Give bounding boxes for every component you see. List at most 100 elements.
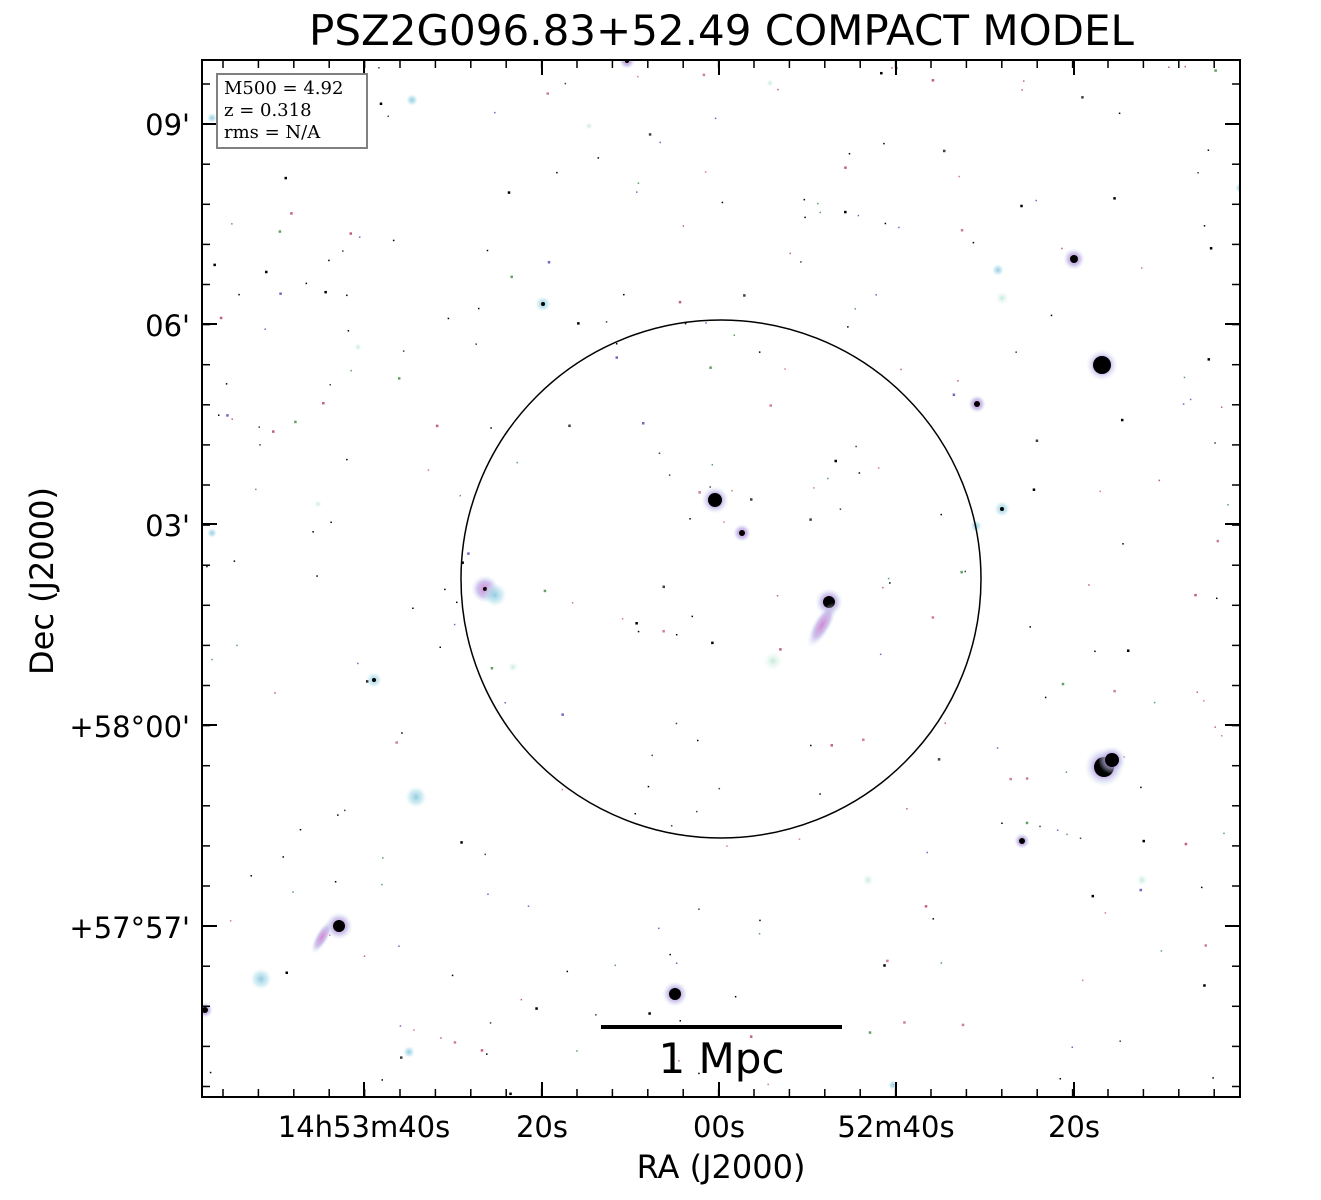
noise-speckle [958,175,960,178]
noise-speckle [1215,597,1218,600]
noise-speckle [399,1025,402,1027]
noise-speckle [265,270,268,274]
noise-speckle [1223,832,1225,835]
noise-speckle [695,810,698,813]
noise-speckle [510,275,513,279]
noise-speckle [398,945,400,947]
noise-speckle [903,1021,906,1024]
noise-speckle [259,444,261,446]
source-halo [354,343,362,351]
noise-speckle [623,293,625,296]
noise-speckle [635,191,638,193]
noise-speckle [229,920,232,922]
noise-speckle [543,589,547,593]
noise-speckle [1061,247,1063,250]
noise-speckle [1204,944,1208,947]
noise-speckle [749,1035,753,1038]
noise-speckle [1059,1078,1062,1080]
noise-speckle [702,73,706,77]
noise-speckle [784,368,786,370]
noise-speckle [350,369,352,372]
noise-speckle [615,342,618,345]
noise-speckle [668,474,671,476]
noise-speckle [1050,314,1053,317]
noise-speckle [704,171,707,173]
noise-speckle [779,648,782,651]
noise-speckle [264,328,266,330]
noise-speckle [292,891,294,893]
noise-speckle [1035,199,1037,202]
noise-speckle [659,141,661,144]
noise-speckle [363,955,366,957]
noise-speckle [475,343,477,345]
noise-speckle [556,171,558,174]
noise-speckle [328,259,330,262]
radio-sources [203,61,1239,1090]
noise-speckle [1081,979,1084,982]
noise-speckle [312,531,314,533]
noise-speckle [776,594,779,597]
noise-speckle [1021,89,1023,91]
noise-speckle [1099,490,1101,493]
source-halo [406,94,418,106]
noise-speckle [1158,479,1161,482]
noise-speckle [682,225,685,227]
noise-speckle [401,732,403,734]
x-tick-label: 20s [515,1110,568,1144]
noise-speckle [731,489,733,492]
noise-speckle [651,754,653,757]
noise-speckle [504,702,506,704]
noise-speckle [1020,204,1023,208]
x-tick-label: 14h53m40s [277,1110,451,1144]
noise-speckle [460,841,463,844]
noise-speckle [284,176,288,180]
noise-speckle [1088,584,1090,586]
noise-speckle [1207,149,1210,151]
noise-speckle [960,570,963,574]
noise-speckle [819,793,821,795]
noise-speckle [507,191,511,194]
noise-speckle [1104,912,1107,914]
noise-speckle [290,212,293,215]
noise-speckle [213,263,216,267]
noise-speckle [379,102,383,106]
noise-speckle [1227,503,1229,506]
noise-speckle [996,747,999,749]
noise-speckle [564,82,567,85]
noise-speckle [883,142,885,145]
noise-speckle [880,71,883,75]
x-tick-label: 52m40s [837,1110,955,1144]
noise-speckle [678,1060,680,1062]
noise-speckle [322,401,325,405]
y-tick-label: 03' [145,509,190,543]
noise-speckle [1029,626,1032,628]
noise-speckle [705,322,707,324]
noise-speckle [357,662,359,665]
noise-speckle [285,971,288,975]
noise-speckle [964,570,966,573]
source-core [1093,356,1111,374]
noise-speckle [877,467,880,469]
noise-speckle [392,239,395,242]
noise-speckle [891,67,893,69]
noise-speckle [231,223,233,225]
noise-speckle [378,67,380,69]
noise-speckle [1182,403,1185,405]
noise-speckle [931,616,935,619]
noise-speckle [274,692,276,694]
noise-speckle [803,198,806,201]
noise-speckle [344,809,346,812]
noise-speckle [1056,829,1059,831]
noise-speckle [1061,682,1065,686]
noise-speckle [759,919,761,922]
noise-speckle [381,1079,383,1081]
noise-speckle [637,630,640,633]
noise-speckle [813,487,815,489]
noise-speckle [1126,649,1130,652]
scale-bar-label: 1 Mpc [658,1034,785,1083]
source-core [1000,507,1004,511]
noise-speckle [848,152,851,155]
noise-speckle [1200,886,1203,889]
noise-speckle [1091,894,1095,898]
noise-speckle [1216,539,1220,543]
